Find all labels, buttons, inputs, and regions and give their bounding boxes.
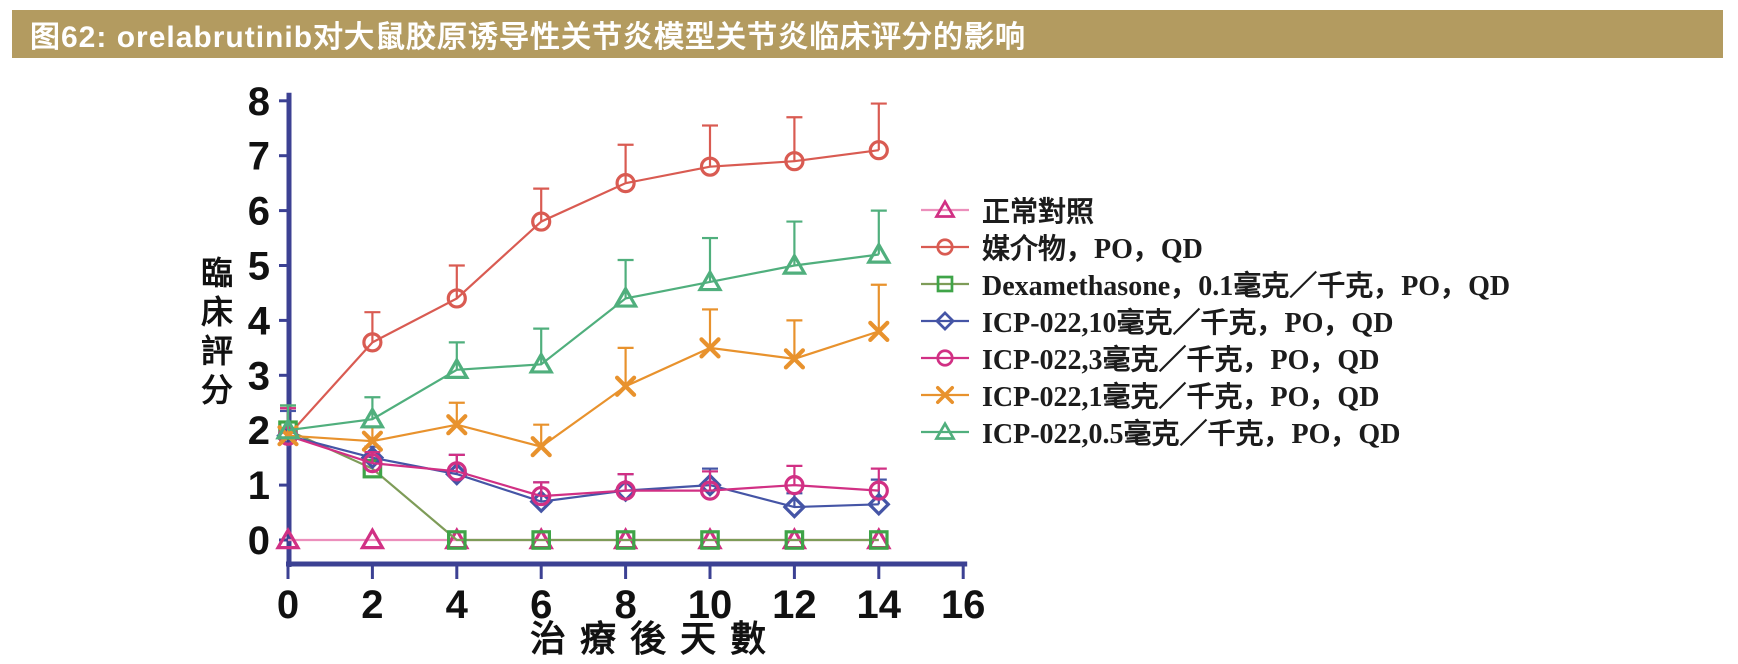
x-axis-label: 治療後天數 <box>529 619 780 659</box>
legend-item-5: ICP-022,1毫克／千克，PO，QD <box>920 376 1510 413</box>
legend-label: ICP-022,1毫克／千克，PO，QD <box>982 381 1380 413</box>
y-tick-label: 6 <box>248 190 270 234</box>
y-tick-label: 8 <box>248 80 270 124</box>
x-tick-label: 2 <box>361 583 383 627</box>
x-tick-label: 8 <box>614 583 636 627</box>
series-1 <box>277 102 889 446</box>
legend-marker-square-open <box>921 275 969 292</box>
y-tick-label: 1 <box>248 464 270 508</box>
legend-label: ICP-022,3毫克／千克，PO，QD <box>982 344 1380 376</box>
series-4 <box>277 407 889 507</box>
legend-marker-triangle-open <box>921 198 969 218</box>
legend-marker-circle-open <box>921 348 969 367</box>
x-tick-label: 10 <box>688 583 733 627</box>
x-tick-label: 4 <box>446 583 469 627</box>
x-tick-label: 12 <box>772 583 817 627</box>
y-tick-label: 4 <box>248 299 271 343</box>
x-tick-label: 16 <box>941 583 986 627</box>
legend-label: 媒介物，PO，QD <box>982 233 1203 265</box>
y-tick-label: 5 <box>248 245 270 289</box>
legend-item-3: ICP-022,10毫克／千克，PO，QD <box>920 302 1510 339</box>
legend-marker-triangle-open <box>921 420 969 440</box>
y-tick-label: 0 <box>248 519 270 563</box>
x-tick-label: 14 <box>857 583 902 627</box>
legend-marker-x <box>921 385 969 404</box>
figure-title: 图62: orelabrutinib对大鼠胶原诱导性关节炎模型关节炎临床评分的影… <box>30 21 1027 54</box>
legend-item-4: ICP-022,3毫克／千克，PO，QD <box>920 339 1510 376</box>
legend-label: 正常對照 <box>982 196 1095 228</box>
legend-marker-circle-open <box>921 237 969 256</box>
legend-label: Dexamethasone，0.1毫克／千克，PO，QD <box>982 270 1511 302</box>
legend-item-2: Dexamethasone，0.1毫克／千克，PO，QD <box>920 265 1510 302</box>
y-tick-label: 2 <box>248 409 270 453</box>
legend-label: ICP-022,0.5毫克／千克，PO，QD <box>982 418 1401 450</box>
x-tick-label: 0 <box>277 583 299 627</box>
y-tick-label: 7 <box>248 135 270 179</box>
figure-title-bar: 图62: orelabrutinib对大鼠胶原诱导性关节炎模型关节炎临床评分的影… <box>12 10 1723 58</box>
x-tick-label: 6 <box>530 583 552 627</box>
legend-item-1: 媒介物，PO，QD <box>920 228 1510 265</box>
legend-label: ICP-022,10毫克／千克，PO，QD <box>982 307 1394 339</box>
legend-marker-diamond-open <box>921 310 969 331</box>
series-6 <box>275 209 892 440</box>
y-tick-label: 3 <box>248 354 270 398</box>
y-axis-label: 臨床評分 <box>197 256 233 412</box>
chart-legend: 正常對照媒介物，PO，QD Dexamethasone，0.1毫克／千克，PO，Q… <box>920 191 1510 450</box>
series-5 <box>277 283 890 458</box>
legend-item-0: 正常對照 <box>920 191 1510 228</box>
legend-item-6: ICP-022,0.5毫克／千克，PO，QD <box>920 413 1510 450</box>
